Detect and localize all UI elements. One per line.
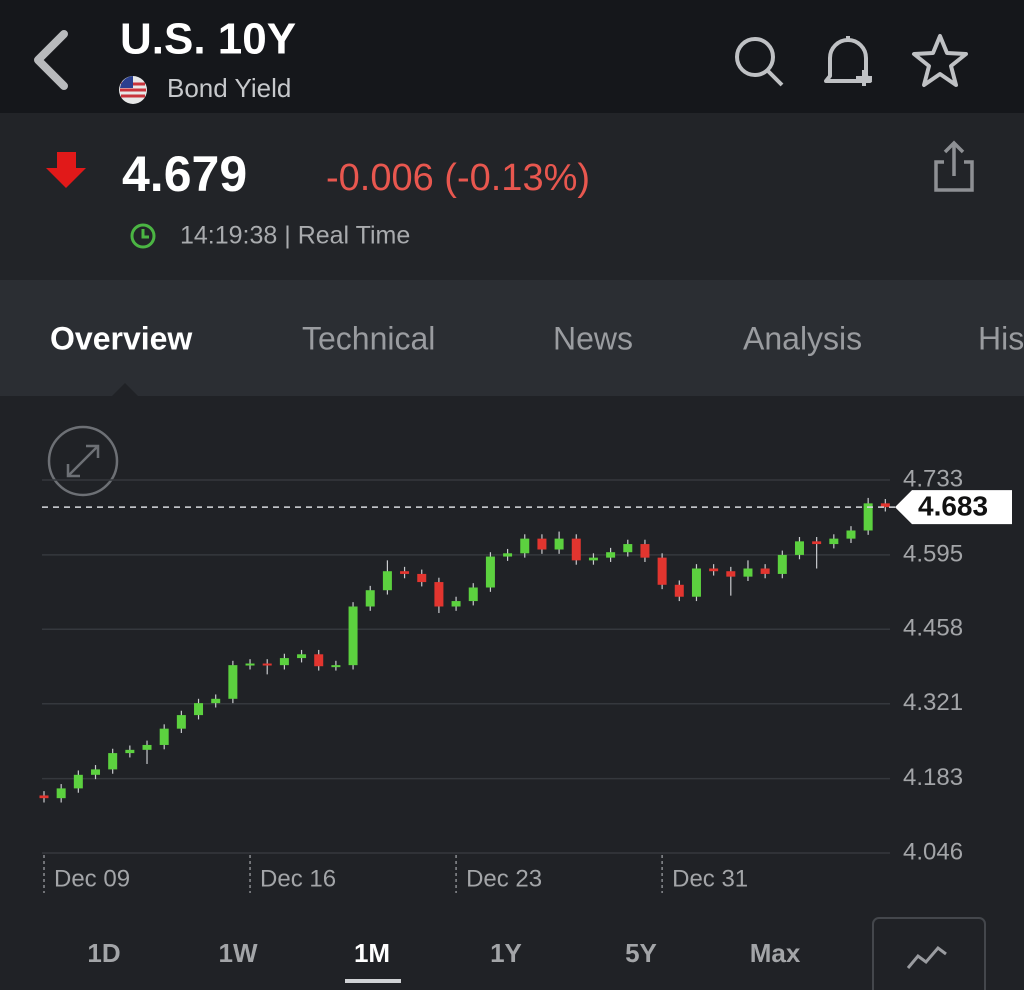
tab[interactable]: His bbox=[978, 320, 1024, 356]
last-price-tag bbox=[895, 490, 1012, 525]
tab[interactable]: Technical bbox=[302, 320, 435, 356]
x-tick-label: Dec 23 bbox=[466, 865, 542, 892]
alert-button[interactable] bbox=[824, 36, 872, 86]
candle-body bbox=[726, 571, 736, 577]
candle-body bbox=[314, 654, 324, 667]
expand-button[interactable] bbox=[47, 425, 119, 497]
range-button[interactable]: 5Y bbox=[625, 938, 657, 968]
price-change: -0.006 (-0.13%) bbox=[326, 157, 590, 199]
candle-body bbox=[245, 663, 255, 666]
candle-body bbox=[142, 744, 152, 750]
candle-body bbox=[537, 538, 547, 550]
candle-body bbox=[623, 544, 633, 553]
quote-panel bbox=[0, 113, 1024, 280]
candle-body bbox=[348, 606, 358, 666]
back-button[interactable] bbox=[34, 30, 68, 90]
tab[interactable]: Analysis bbox=[743, 320, 862, 356]
candle-body bbox=[829, 538, 839, 545]
x-tick-label: Dec 31 bbox=[672, 865, 748, 892]
candle-body bbox=[279, 658, 289, 666]
candle-body bbox=[365, 590, 375, 607]
candle-body bbox=[159, 728, 169, 745]
candle-body bbox=[39, 795, 49, 799]
candle-body bbox=[520, 538, 530, 554]
range-selector: 1D 1W 1M 1Y 5Y Max bbox=[87, 938, 801, 983]
y-tick-label: 4.321 bbox=[903, 689, 963, 716]
y-tick-label: 4.458 bbox=[903, 615, 963, 642]
candle-body bbox=[760, 568, 770, 574]
search-button[interactable] bbox=[735, 37, 784, 87]
tabs: Overview Technical News Analysis His bbox=[50, 320, 1024, 356]
candle-body bbox=[91, 769, 101, 775]
candle-body bbox=[228, 665, 238, 699]
range-button[interactable]: Max bbox=[750, 938, 801, 968]
range-button[interactable]: 1M bbox=[354, 938, 390, 968]
instrument-title: U.S. 10Y bbox=[120, 15, 296, 64]
chart: 4.733 4.595 4.458 4.321 4.183 4.046 Dec 09 Dec … bbox=[39, 465, 1012, 893]
candle-body bbox=[709, 568, 719, 572]
candle-body bbox=[691, 568, 701, 597]
candle-body bbox=[794, 541, 804, 555]
candle-body bbox=[194, 703, 204, 716]
candle-body bbox=[297, 654, 307, 659]
quote-time: 14:19:38 | Real Time bbox=[180, 222, 410, 250]
tab[interactable]: News bbox=[553, 320, 633, 356]
top-bar bbox=[0, 0, 1024, 113]
range-button[interactable]: 1Y bbox=[490, 938, 522, 968]
candle-body bbox=[606, 552, 616, 558]
candle-body bbox=[382, 571, 392, 591]
flag bbox=[119, 76, 147, 104]
x-tick-label: Dec 16 bbox=[260, 865, 336, 892]
candle-body bbox=[417, 573, 427, 583]
last-price-label: 4.683 bbox=[918, 491, 988, 522]
tab-pointer bbox=[112, 383, 138, 396]
candle-body bbox=[880, 503, 890, 508]
tab-bar bbox=[0, 280, 1024, 396]
y-tick-label: 4.595 bbox=[903, 540, 963, 567]
candle-body bbox=[812, 541, 822, 545]
candle-body bbox=[554, 538, 564, 550]
candle-body bbox=[503, 553, 513, 557]
range-underline bbox=[345, 979, 401, 983]
candle-body bbox=[743, 568, 753, 577]
candle-body bbox=[777, 554, 787, 574]
candle-body bbox=[657, 557, 667, 585]
y-tick-label: 4.733 bbox=[903, 465, 963, 492]
x-tick-label: Dec 09 bbox=[54, 865, 130, 892]
candle-body bbox=[73, 774, 83, 789]
price: 4.679 bbox=[122, 146, 247, 202]
candle-body bbox=[262, 663, 272, 666]
candle-body bbox=[125, 749, 135, 754]
share-button[interactable] bbox=[934, 140, 974, 192]
tab[interactable]: Overview bbox=[50, 320, 192, 356]
candle-body bbox=[434, 582, 444, 607]
candle-body bbox=[863, 503, 873, 531]
down-arrow bbox=[46, 152, 86, 188]
candle-body bbox=[400, 571, 410, 574]
candle-body bbox=[176, 715, 186, 729]
range-button[interactable]: 1W bbox=[219, 938, 258, 968]
candle-body bbox=[485, 556, 495, 588]
candle-body bbox=[211, 698, 221, 704]
clock-icon bbox=[130, 223, 156, 249]
range-button[interactable]: 1D bbox=[87, 938, 120, 968]
candle-body bbox=[331, 665, 341, 668]
chart-style-button[interactable] bbox=[872, 917, 986, 990]
candle-body bbox=[674, 584, 684, 597]
candle-body bbox=[640, 544, 650, 558]
candle-body bbox=[846, 530, 856, 539]
y-tick-label: 4.046 bbox=[903, 838, 963, 865]
candle-body bbox=[56, 788, 66, 799]
favorite-button[interactable] bbox=[912, 34, 968, 87]
y-tick-label: 4.183 bbox=[903, 764, 963, 791]
candle-body bbox=[108, 753, 118, 770]
candle-body bbox=[571, 538, 581, 561]
candle-body bbox=[451, 601, 461, 607]
candle-body bbox=[468, 587, 478, 602]
chart-style-icon bbox=[906, 945, 947, 969]
instrument-subtitle: Bond Yield bbox=[167, 73, 291, 103]
candle-body bbox=[588, 557, 598, 561]
